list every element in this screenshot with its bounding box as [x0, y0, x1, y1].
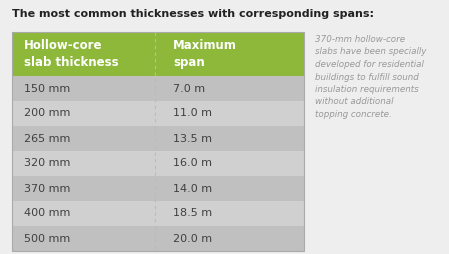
Text: 265 mm: 265 mm [24, 134, 70, 144]
Bar [12, 101, 304, 126]
Text: 320 mm: 320 mm [24, 158, 70, 168]
Bar [12, 32, 304, 251]
Bar [12, 76, 304, 101]
Bar [12, 151, 304, 176]
Text: 11.0 m: 11.0 m [173, 108, 212, 119]
Bar [12, 32, 304, 76]
Text: 370 mm: 370 mm [24, 183, 70, 194]
Text: 200 mm: 200 mm [24, 108, 70, 119]
Text: The most common thicknesses with corresponding spans:: The most common thicknesses with corresp… [12, 9, 374, 19]
Bar [12, 176, 304, 201]
Text: 20.0 m: 20.0 m [173, 233, 212, 244]
Bar [12, 201, 304, 226]
Bar [12, 226, 304, 251]
Text: 150 mm: 150 mm [24, 84, 70, 93]
Text: 7.0 m: 7.0 m [173, 84, 205, 93]
Text: 370-mm hollow-core
slabs have been specially
developed for residential
buildings: 370-mm hollow-core slabs have been speci… [315, 35, 427, 119]
Text: Maximum
span: Maximum span [173, 39, 237, 69]
Text: 13.5 m: 13.5 m [173, 134, 212, 144]
Text: 16.0 m: 16.0 m [173, 158, 212, 168]
Text: 18.5 m: 18.5 m [173, 209, 212, 218]
Text: 14.0 m: 14.0 m [173, 183, 212, 194]
Text: 400 mm: 400 mm [24, 209, 70, 218]
Bar [12, 126, 304, 151]
Text: Hollow-core
slab thickness: Hollow-core slab thickness [24, 39, 119, 69]
Text: 500 mm: 500 mm [24, 233, 70, 244]
